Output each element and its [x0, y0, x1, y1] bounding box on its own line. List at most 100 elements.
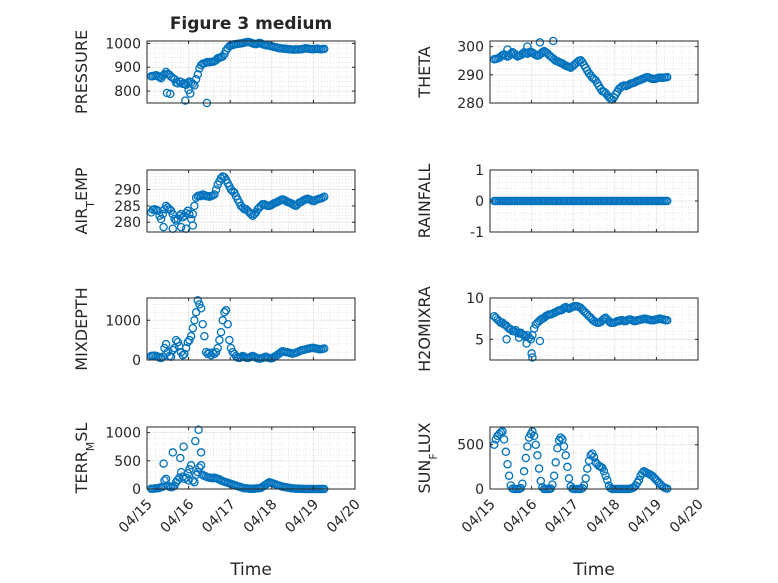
figure-title: Figure 3 medium [170, 14, 332, 34]
data-point [514, 333, 524, 342]
data-point [198, 319, 207, 329]
axes-box [146, 297, 356, 361]
data-point [168, 345, 178, 355]
data-point [601, 471, 610, 480]
data-point [179, 442, 188, 451]
axes-box [489, 297, 699, 361]
data-point [185, 209, 194, 219]
data-point [221, 306, 231, 315]
data-point [184, 476, 193, 485]
y-tick-label: 5 [475, 332, 484, 348]
data-point [195, 463, 204, 472]
y-axis-label: MIXDEPTH [72, 287, 91, 370]
y-tick-label: 0 [132, 353, 141, 369]
series-markers [489, 36, 672, 104]
data-point [210, 190, 219, 199]
data-point [223, 319, 232, 329]
axes-box [146, 169, 356, 233]
data-point [188, 221, 198, 230]
data-point [535, 336, 545, 346]
data-point [662, 72, 672, 82]
data-point [208, 348, 217, 358]
data-point [211, 185, 221, 194]
data-point [551, 458, 560, 467]
data-point [518, 479, 527, 488]
y-tick-label: 0 [475, 194, 484, 210]
data-point [603, 475, 612, 485]
data-point [501, 447, 511, 457]
data-point [523, 442, 532, 451]
data-point [523, 42, 532, 51]
y-tick-label: 290 [457, 68, 484, 84]
data-point [662, 196, 672, 206]
data-point [173, 337, 183, 347]
x-axis-label-right: Time [572, 560, 615, 580]
data-point [662, 316, 672, 325]
data-point [246, 209, 256, 219]
subplot-rainfall: -1 0 1 RAINFALL [415, 163, 699, 241]
data-point [178, 350, 188, 360]
y-tick-label: 290 [114, 183, 141, 199]
data-point [196, 448, 206, 457]
data-point [193, 70, 203, 79]
data-point [213, 343, 222, 353]
series-markers [146, 172, 329, 233]
data-point [166, 89, 175, 99]
subplot-h2omixra: 5 10 H2OMIXRA [415, 286, 699, 372]
data-point [634, 475, 644, 485]
y-tick-label: 500 [457, 438, 484, 454]
data-point [536, 476, 546, 486]
data-point [499, 435, 509, 444]
data-point [161, 339, 171, 349]
data-point [190, 316, 199, 325]
series-markers [489, 302, 672, 362]
y-tick-label: 0 [132, 482, 141, 498]
subplot-mixdepth: 0 1000 MIXDEPTH [72, 287, 356, 371]
data-point [534, 464, 544, 473]
data-point [191, 436, 200, 446]
data-point [561, 451, 570, 460]
axes-box [489, 426, 699, 490]
minor-grid [147, 41, 355, 103]
data-point [196, 461, 206, 470]
series-markers [146, 425, 329, 494]
data-point [176, 453, 185, 463]
data-point [200, 331, 209, 341]
data-point [521, 453, 531, 463]
data-point [549, 471, 559, 480]
data-point [319, 344, 329, 353]
data-point [176, 222, 186, 232]
y-tick-label: 280 [457, 96, 484, 112]
data-point [194, 425, 203, 435]
data-point [583, 464, 592, 473]
minor-grid [490, 40, 698, 104]
data-point [563, 462, 572, 472]
data-point [159, 222, 168, 232]
data-point [581, 474, 590, 483]
data-point [195, 300, 204, 309]
data-point [533, 451, 542, 460]
data-point [185, 335, 194, 345]
y-axis-label: AIRTEMP [72, 167, 97, 234]
data-point [184, 85, 193, 95]
data-point [522, 339, 531, 348]
data-point [599, 467, 609, 476]
data-point [168, 448, 178, 457]
y-axis-label: PRESSURE [72, 30, 91, 114]
series-markers [489, 196, 672, 206]
data-point [216, 327, 226, 337]
data-point [502, 335, 511, 344]
data-point [564, 474, 574, 483]
data-point [180, 349, 189, 359]
y-tick-label: 10 [466, 291, 484, 307]
major-grid [147, 41, 355, 103]
y-tick-label: 1 [475, 163, 484, 179]
y-axis-label: H2OMIXRA [415, 286, 434, 372]
axes-box [146, 426, 356, 490]
data-point [196, 304, 206, 313]
data-point [216, 173, 226, 183]
data-point [215, 335, 224, 345]
data-point [529, 431, 539, 441]
